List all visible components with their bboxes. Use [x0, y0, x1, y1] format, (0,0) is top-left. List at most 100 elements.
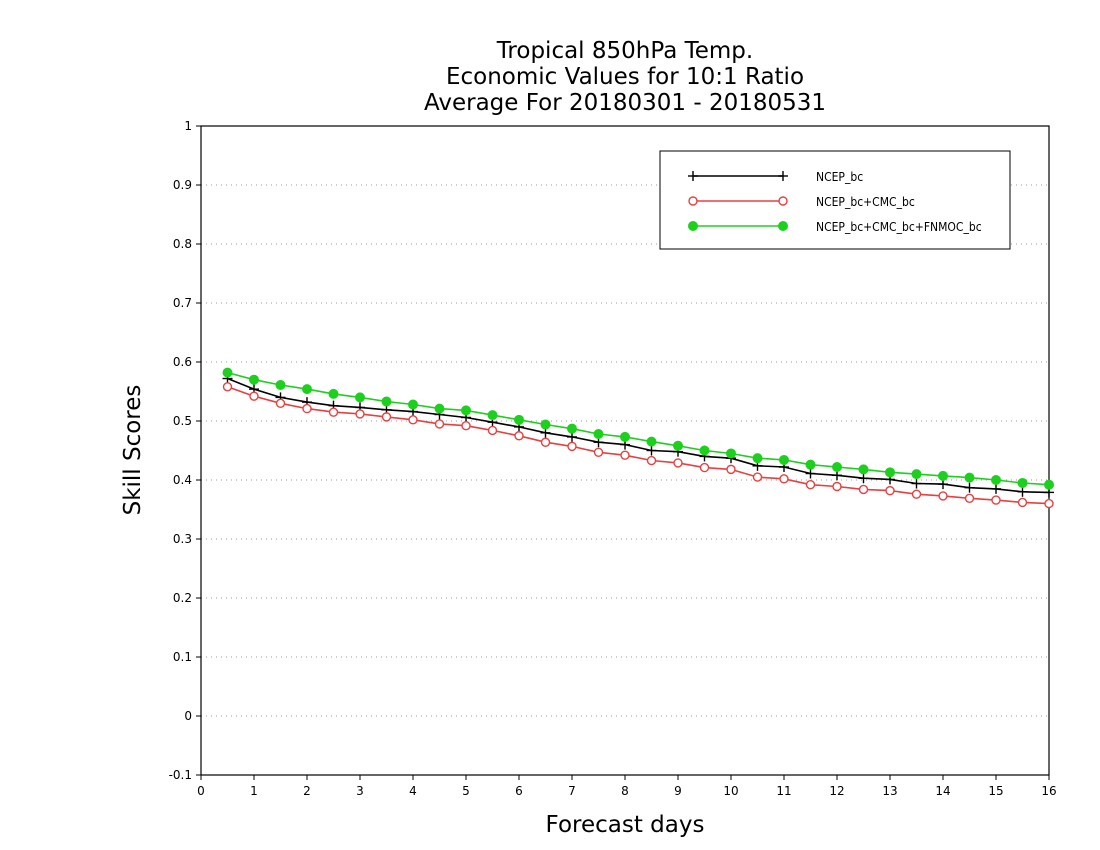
title-line-2: Economic Values for 10:1 Ratio: [446, 64, 804, 90]
x-tick-label: 13: [882, 784, 897, 798]
chart-title: Tropical 850hPa Temp. Economic Values fo…: [424, 38, 826, 116]
series-line: [227, 371, 1050, 486]
data-point: [593, 447, 604, 457]
legend-label: NCEP_bc+CMC_bc+FNMOC_bc: [816, 220, 982, 234]
series-3: [222, 367, 1054, 490]
series-group: [222, 367, 1054, 509]
data-point: [249, 391, 259, 401]
data-point: [620, 450, 630, 460]
data-point: [328, 388, 339, 399]
x-tick-label: 10: [723, 784, 738, 798]
grid-lines: [201, 184, 1049, 717]
data-point: [646, 455, 657, 466]
data-point: [1017, 477, 1028, 488]
x-tick-label: 5: [462, 784, 470, 798]
x-tick-label: 7: [568, 784, 576, 798]
data-point: [726, 464, 736, 475]
x-tick-label: 1: [250, 784, 258, 798]
y-axis: -0.1 0 0.1 0.2 0.3 0.4 0.5 0.6 0.7 0.8 0.9 1: [169, 119, 201, 782]
y-tick-label: 0.3: [173, 532, 192, 546]
data-point: [1017, 497, 1028, 508]
data-point: [805, 480, 816, 490]
x-tick-label: 9: [674, 784, 682, 798]
data-point: [1044, 498, 1054, 509]
data-point: [461, 405, 471, 416]
data-point: [779, 454, 789, 465]
data-point: [885, 485, 895, 496]
data-point: [408, 415, 418, 425]
data-point: [646, 436, 657, 447]
data-point: [1044, 479, 1054, 490]
data-point: [487, 410, 498, 421]
x-tick-label: 16: [1041, 784, 1056, 798]
x-tick-label: 8: [621, 784, 629, 798]
x-tick-label: 0: [197, 784, 205, 798]
data-point: [964, 493, 975, 503]
data-point: [540, 419, 551, 430]
y-tick-label: 0.1: [173, 650, 192, 664]
legend-marker: [778, 196, 788, 206]
data-point: [832, 462, 842, 473]
series-1: [222, 373, 1054, 498]
x-tick-label: 15: [988, 784, 1003, 798]
legend-marker: [778, 171, 788, 181]
data-point: [858, 464, 869, 475]
data-point: [1017, 486, 1028, 497]
series-line: [227, 386, 1050, 505]
data-point: [779, 474, 789, 484]
x-axis: 0 1 2 3 4 5 6 7 8 9 10 11 12 13 14 15 16: [197, 775, 1057, 798]
data-point: [646, 445, 657, 456]
data-point: [434, 403, 445, 414]
y-axis-label: Skill Scores: [120, 385, 146, 516]
legend-marker: [688, 171, 698, 181]
x-axis-label: Forecast days: [546, 812, 705, 838]
data-point: [355, 409, 365, 419]
data-point: [673, 458, 683, 468]
data-point: [593, 428, 604, 439]
data-point: [911, 489, 922, 499]
data-point: [222, 382, 233, 392]
data-point: [514, 431, 524, 441]
data-point: [540, 437, 551, 447]
data-point: [567, 423, 577, 434]
data-point: [275, 380, 286, 391]
data-point: [964, 472, 975, 483]
y-tick-label: 0.2: [173, 591, 192, 605]
legend-box: [659, 150, 1011, 250]
data-point: [805, 468, 816, 479]
data-point: [381, 396, 392, 407]
data-point: [461, 421, 471, 431]
data-point: [858, 484, 869, 495]
data-point: [991, 495, 1001, 505]
data-point: [964, 482, 975, 493]
data-point: [991, 475, 1001, 485]
x-tick-label: 12: [829, 784, 844, 798]
y-tick-label: 0: [184, 709, 192, 723]
data-point: [408, 399, 418, 410]
series-2: [222, 382, 1054, 509]
data-point: [673, 440, 683, 451]
legend-marker: [688, 196, 698, 206]
x-tick-label: 2: [303, 784, 311, 798]
x-tick-label: 11: [776, 784, 791, 798]
legend-marker: [778, 221, 788, 231]
data-point: [832, 481, 842, 492]
data-point: [514, 414, 524, 425]
data-point: [567, 441, 577, 452]
data-point: [699, 445, 710, 456]
legend-label: NCEP_bc: [816, 170, 863, 184]
y-tick-label: -0.1: [169, 768, 192, 782]
x-tick-label: 14: [935, 784, 950, 798]
y-tick-label: 0.7: [173, 296, 192, 310]
data-point: [991, 483, 1001, 494]
legend-entry-3: NCEP_bc+CMC_bc+FNMOC_bc: [688, 220, 982, 234]
data-point: [699, 462, 710, 473]
legend: NCEP_bc NCEP_bc+CMC_bc NCEP_bc+CMC_bc+FNMO…: [659, 150, 1011, 250]
data-point: [938, 491, 948, 501]
data-point: [805, 459, 816, 470]
data-point: [302, 403, 312, 414]
data-point: [434, 419, 445, 429]
data-point: [752, 453, 763, 464]
data-point: [222, 367, 233, 378]
data-point: [858, 473, 869, 484]
